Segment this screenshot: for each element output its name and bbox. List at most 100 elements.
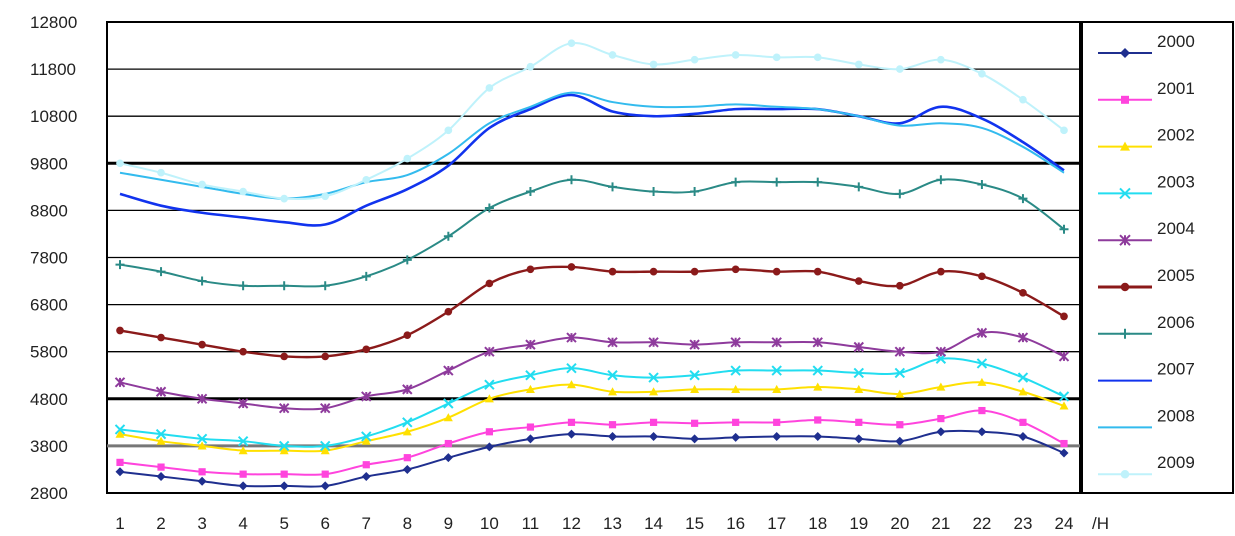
- x-tick-label: 1: [115, 514, 124, 533]
- y-tick-label: 10800: [30, 107, 77, 126]
- data-point: [485, 279, 494, 288]
- data-point: [321, 192, 330, 201]
- data-point: [1019, 289, 1027, 297]
- data-point: [1058, 351, 1070, 362]
- legend-label: 2005: [1157, 266, 1195, 285]
- data-point: [813, 267, 822, 276]
- data-point: [116, 458, 124, 466]
- data-point: [937, 55, 945, 64]
- data-point: [566, 332, 577, 343]
- data-point: [976, 358, 988, 369]
- data-point: [1119, 234, 1131, 246]
- x-tick-label: 12: [562, 514, 581, 533]
- data-point: [730, 337, 741, 348]
- data-point: [198, 468, 206, 476]
- x-axis: /H 1 2 3 4 5 6 7 8 9 10 11 12 13 14 15 16 17 18 19 20 21 22 23…: [115, 514, 1109, 533]
- x-tick-label: 10: [480, 514, 499, 533]
- data-point: [484, 394, 494, 403]
- data-point: [321, 470, 329, 478]
- data-point: [690, 55, 699, 64]
- y-tick-label: 7800: [30, 249, 68, 268]
- data-point: [525, 339, 536, 350]
- data-point: [772, 53, 781, 62]
- data-point: [730, 365, 741, 376]
- series-layer: [114, 39, 1070, 491]
- y-tick-label: 12800: [30, 13, 77, 32]
- data-point: [196, 433, 208, 445]
- data-point: [936, 175, 946, 185]
- data-point: [690, 384, 700, 393]
- data-point: [566, 380, 576, 389]
- data-point: [978, 272, 986, 281]
- data-point: [649, 187, 659, 197]
- data-point: [853, 367, 864, 379]
- legend-entry: 2004: [1098, 219, 1195, 246]
- data-point: [444, 307, 453, 316]
- data-point: [732, 418, 740, 426]
- data-point: [689, 370, 700, 381]
- x-tick-label: 19: [849, 514, 868, 533]
- data-point: [936, 382, 946, 391]
- x-tick-label: 15: [685, 514, 704, 533]
- data-point: [1059, 224, 1069, 234]
- data-point: [116, 159, 124, 168]
- y-tick-label: 4800: [30, 390, 68, 409]
- data-point: [116, 326, 124, 335]
- data-point: [977, 427, 987, 437]
- data-point: [649, 387, 659, 396]
- x-tick-label: 22: [972, 514, 991, 533]
- data-point: [771, 337, 782, 348]
- data-point: [1060, 126, 1068, 135]
- data-point: [649, 418, 658, 426]
- x-tick-label: 6: [320, 514, 329, 533]
- data-point: [239, 347, 247, 356]
- data-point: [895, 389, 905, 398]
- data-point: [731, 51, 740, 59]
- data-point: [526, 265, 535, 274]
- data-point: [567, 418, 576, 426]
- data-point: [114, 377, 126, 388]
- y-tick-label: 2800: [30, 484, 68, 503]
- data-point: [321, 352, 330, 361]
- data-point: [403, 154, 412, 163]
- data-point: [156, 436, 166, 445]
- data-point: [238, 446, 248, 455]
- data-point: [607, 337, 618, 348]
- x-tick-label: 2: [156, 514, 165, 533]
- data-point: [649, 60, 658, 69]
- data-point: [115, 429, 125, 438]
- x-tick-label: 18: [808, 514, 827, 533]
- data-point: [1018, 387, 1028, 396]
- data-point: [278, 403, 290, 414]
- legend-entry: 2006: [1098, 313, 1195, 339]
- data-point: [1058, 391, 1070, 402]
- data-point: [1018, 194, 1028, 204]
- data-point: [1120, 328, 1130, 339]
- data-point: [813, 382, 823, 391]
- legend-label: 2006: [1157, 313, 1195, 332]
- data-point: [1059, 401, 1069, 410]
- x-tick-label: 20: [890, 514, 909, 533]
- data-point: [1059, 448, 1069, 458]
- data-point: [608, 267, 617, 276]
- data-point: [484, 379, 495, 390]
- data-point: [814, 416, 822, 424]
- data-point: [566, 175, 576, 185]
- data-point: [239, 187, 247, 196]
- series-2000: [115, 427, 1069, 491]
- data-point: [1121, 95, 1129, 104]
- data-point: [1017, 372, 1029, 383]
- data-point: [690, 267, 699, 276]
- data-point: [320, 446, 330, 455]
- data-point: [854, 60, 863, 69]
- data-point: [525, 187, 535, 197]
- data-point: [853, 341, 864, 353]
- legend-label: 2000: [1157, 32, 1195, 51]
- legend-entry: 2007: [1098, 360, 1195, 382]
- data-point: [278, 440, 290, 452]
- y-tick-label: 8800: [30, 201, 68, 220]
- data-point: [608, 182, 618, 192]
- data-point: [115, 467, 125, 477]
- data-point: [237, 435, 249, 447]
